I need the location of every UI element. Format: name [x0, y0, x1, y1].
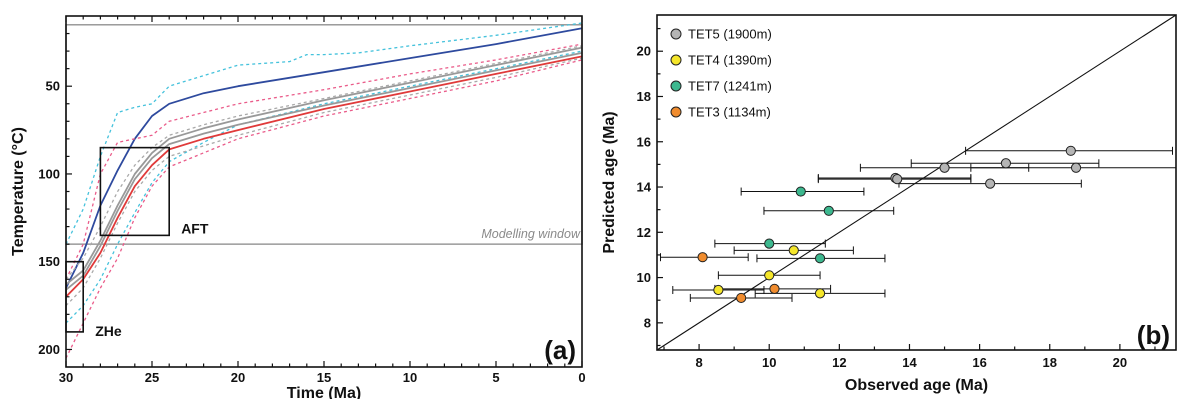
x-tick-label-a: 5 — [492, 370, 499, 385]
x-tick-label-a: 15 — [317, 370, 331, 385]
plot-frame-b — [656, 14, 1177, 351]
data-point-series-1 — [1070, 162, 1082, 173]
x-axis-title-a: Time (Ma) — [287, 385, 361, 399]
constraint-box-aft — [99, 146, 171, 237]
y-tick-label-a: 150 — [38, 254, 60, 269]
x-tick-label-b: 20 — [1113, 355, 1127, 370]
x-tick-label-b: 12 — [832, 355, 846, 370]
thermal-path-6 — [65, 55, 583, 298]
y-axis-title-a: Temperature (°C) — [10, 127, 27, 256]
y-tick-label-a: 50 — [46, 79, 60, 94]
y-tick-label-b: 16 — [637, 134, 651, 149]
data-point-series-1 — [892, 174, 903, 185]
y-tick-label-b: 14 — [637, 180, 652, 195]
legend-marker-3 — [670, 80, 682, 92]
data-point-series-2 — [788, 245, 799, 256]
x-tick-label-a: 20 — [231, 370, 245, 385]
legend-label-3: TET7 (1241m) — [688, 79, 772, 94]
constraint-label-zhe: ZHe — [95, 323, 122, 339]
y-axis-title-b: Predicted age (Ma) — [601, 111, 618, 253]
data-point-series-1 — [1000, 158, 1012, 169]
panel-label-b: (b) — [1137, 320, 1170, 350]
panel-b-age-comparison: 8 10 12 14 16 18 20 8 10 12 14 16 18 20 Observed age (… — [601, 14, 1177, 394]
thermal-path-5 — [65, 52, 583, 291]
legend-marker-4 — [670, 106, 682, 118]
data-point-series-3 — [764, 238, 775, 249]
data-point-series-4 — [736, 292, 747, 304]
data-point-series-2 — [814, 288, 826, 299]
data-point-series-2 — [764, 270, 775, 281]
legend-label-1: TET5 (1900m) — [688, 27, 772, 42]
y-tick-label-b: 18 — [637, 89, 651, 104]
thermal-path-7 — [65, 43, 583, 280]
legend-marker-2 — [670, 54, 682, 66]
data-point-series-1 — [985, 178, 996, 189]
thermal-path-1 — [65, 27, 583, 289]
y-tick-label-a: 200 — [38, 342, 60, 357]
x-tick-label-b: 10 — [762, 355, 776, 370]
y-tick-label-b: 12 — [637, 225, 651, 240]
thermal-path-9 — [65, 45, 583, 280]
data-point-series-4 — [769, 283, 780, 294]
x-tick-label-b: 18 — [1043, 355, 1057, 370]
data-point-series-2 — [713, 284, 724, 296]
thermal-path-10 — [65, 57, 583, 307]
y-tick-label-b: 8 — [644, 315, 651, 330]
x-tick-label-b: 8 — [695, 355, 702, 370]
x-tick-label-a: 30 — [59, 370, 73, 385]
panel-label-a: (a) — [544, 335, 576, 365]
data-point-series-3 — [823, 205, 834, 216]
y-tick-label-b: 20 — [637, 44, 651, 59]
legend-marker-1 — [670, 28, 682, 40]
x-tick-label-a: 0 — [578, 370, 585, 385]
modelling-window-label: Modelling window — [481, 227, 581, 241]
data-point-series-3 — [795, 186, 806, 197]
data-point-series-4 — [697, 252, 708, 263]
data-point-series-3 — [814, 253, 826, 264]
legend-label-4: TET3 (1134m) — [688, 105, 771, 120]
x-axis-title-b: Observed age (Ma) — [845, 377, 988, 394]
x-tick-label-b: 16 — [972, 355, 986, 370]
thermal-path-4 — [65, 46, 583, 286]
y-tick-label-b: 10 — [637, 270, 651, 285]
constraint-label-aft: AFT — [181, 220, 209, 236]
thermal-path-3 — [65, 50, 583, 324]
x-tick-label-a: 10 — [403, 370, 417, 385]
legend-label-2: TET4 (1390m) — [688, 53, 772, 68]
x-tick-label-a: 25 — [145, 370, 159, 385]
y-tick-label-a: 100 — [38, 166, 60, 181]
thermal-path-2 — [65, 22, 583, 245]
x-tick-label-b: 14 — [902, 355, 917, 370]
data-point-series-1 — [1065, 145, 1076, 156]
data-point-series-1 — [939, 162, 950, 173]
